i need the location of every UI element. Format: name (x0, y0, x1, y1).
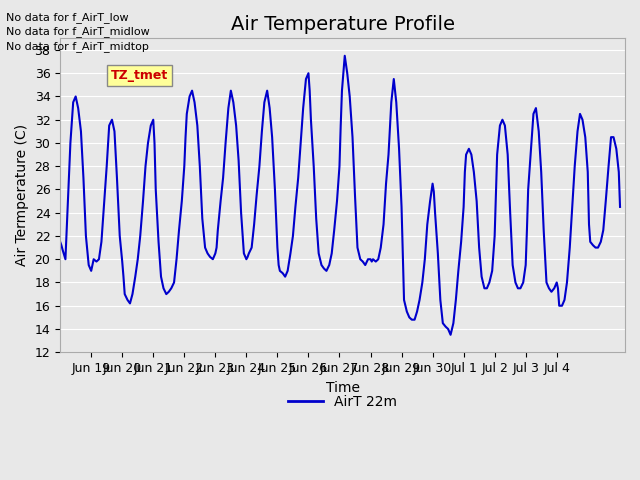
Title: Air Temperature Profile: Air Temperature Profile (230, 15, 454, 34)
X-axis label: Time: Time (326, 381, 360, 395)
Text: No data for f_AirT_midlow: No data for f_AirT_midlow (6, 26, 150, 37)
Text: TZ_tmet: TZ_tmet (111, 69, 168, 82)
Text: No data for f_AirT_midtop: No data for f_AirT_midtop (6, 41, 149, 52)
Y-axis label: Air Termperature (C): Air Termperature (C) (15, 124, 29, 266)
Legend: AirT 22m: AirT 22m (283, 389, 403, 414)
Text: No data for f_AirT_low: No data for f_AirT_low (6, 12, 129, 23)
